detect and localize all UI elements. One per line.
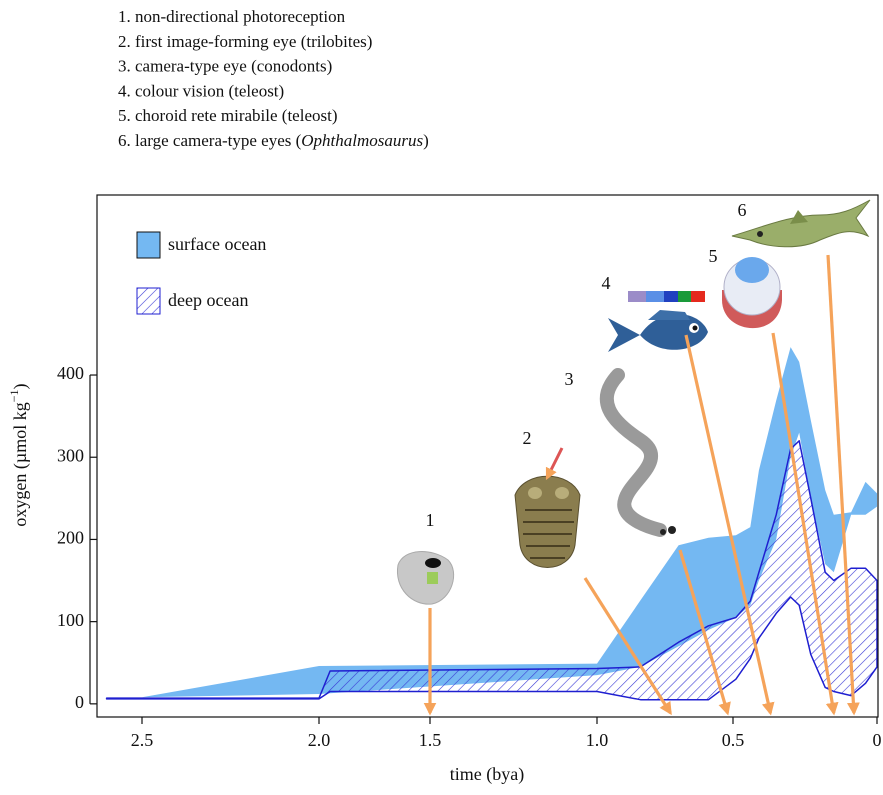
plot-area (107, 347, 877, 700)
x-tick-label: 0 (873, 730, 882, 750)
icon-colour-bar (628, 291, 705, 302)
x-tick-label: 1.5 (419, 730, 442, 750)
text-part: 2. first image-forming eye (trilobites) (118, 32, 372, 51)
event-label: 3 (565, 369, 574, 389)
event-label: 2 (523, 428, 532, 448)
event-label: 1 (426, 510, 435, 530)
x-tick-label: 1.0 (586, 730, 609, 750)
note: 2. first image-forming eye (trilobites) (118, 32, 372, 51)
note: 1. non-directional photoreception (118, 7, 346, 26)
note: 6. large camera-type eyes (Ophthalmosaur… (118, 131, 429, 150)
text-part: oxygen (µmol kg (10, 402, 31, 526)
legend-label: surface ocean (168, 234, 266, 254)
text-part: time (bya) (450, 764, 524, 785)
icon-fish (608, 310, 708, 352)
legend-swatch (137, 232, 160, 258)
x-axis-label: time (bya) (450, 764, 524, 785)
note: 4. colour vision (teleost) (118, 81, 284, 100)
text-part: 3. camera-type eye (conodonts) (118, 57, 332, 76)
x-tick-label: 0.5 (722, 730, 745, 750)
icon-conodont (607, 375, 676, 535)
x-tick-label: 2.0 (308, 730, 331, 750)
text-part: 5. choroid rete mirabile (teleost) (118, 106, 338, 125)
x-tick-label: 2.5 (131, 730, 154, 750)
legend: surface ocean deep ocean (137, 232, 266, 314)
y-axis-label: oxygen (µmol kg−1) (7, 383, 31, 526)
icon-trilobite (515, 448, 580, 568)
text-part: 4. colour vision (teleost) (118, 81, 284, 100)
text-part: 1. non-directional photoreception (118, 7, 346, 26)
icon-photoreceptor (397, 552, 453, 605)
note: 3. camera-type eye (conodonts) (118, 57, 332, 76)
legend-label: deep ocean (168, 290, 248, 310)
note: 5. choroid rete mirabile (teleost) (118, 106, 338, 125)
y-tick-label: 300 (57, 445, 84, 465)
text-part: Ophthalmosaurus (301, 131, 423, 150)
text-part: ) (10, 383, 31, 389)
chart: surface ocean deep ocean 1. non-directio… (0, 0, 883, 795)
legend-swatch (137, 288, 160, 314)
y-tick-label: 100 (57, 610, 84, 630)
icon-ichthyosaur (732, 200, 870, 247)
y-tick-label: 400 (57, 363, 84, 383)
text-part: 6. large camera-type eyes ( (118, 131, 302, 150)
text-part: −1 (7, 389, 21, 402)
text-part: ) (423, 131, 429, 150)
event-label: 6 (738, 200, 747, 220)
event-label: 5 (709, 246, 718, 266)
y-tick-label: 0 (75, 692, 84, 712)
event-label: 4 (602, 273, 611, 293)
surface-ocean-area (107, 347, 877, 697)
icon-eye (722, 257, 782, 328)
y-tick-label: 200 (57, 528, 84, 548)
